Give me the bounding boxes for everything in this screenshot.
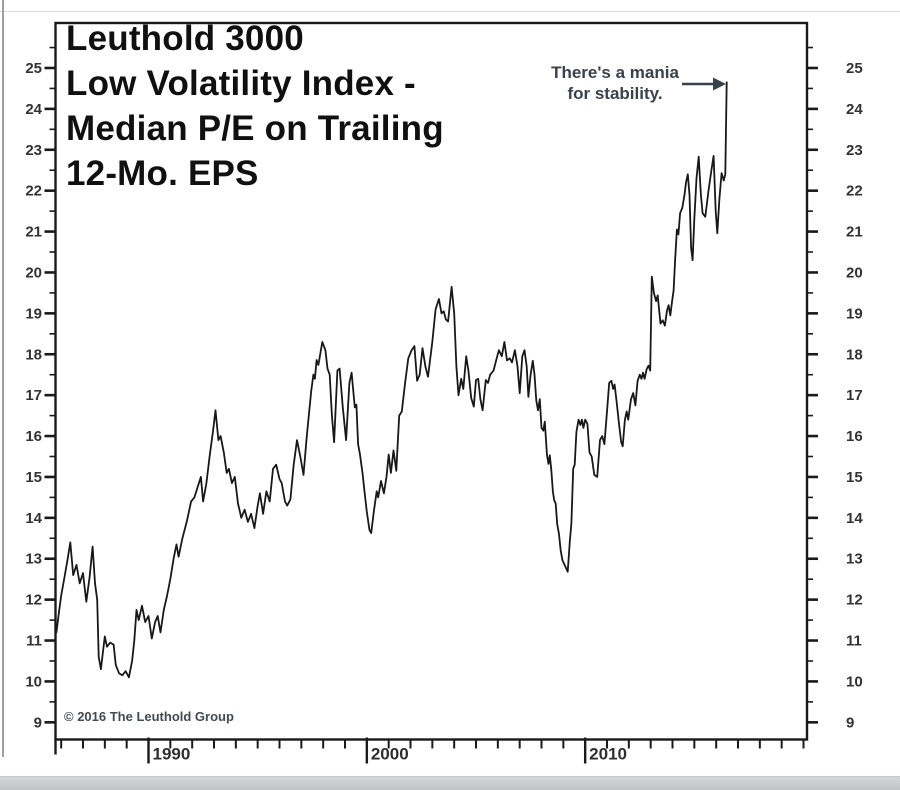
y-axis-label-left: 12 — [25, 592, 42, 609]
chart-title-line-4: 12-Mo. EPS — [66, 154, 259, 193]
bottom-gray-band — [0, 776, 900, 790]
y-axis-label-right: 15 — [846, 469, 863, 486]
y-axis-label-left: 11 — [26, 633, 42, 650]
right-arrow-icon — [713, 77, 726, 91]
chart-title-line-2: Low Volatility Index - — [66, 64, 416, 103]
y-axis-label-right: 23 — [846, 142, 863, 159]
y-axis-label-right: 13 — [846, 551, 863, 568]
x-axis-year-label: 1990 — [153, 745, 191, 764]
y-axis-label-left: 20 — [25, 264, 42, 281]
y-axis-label-left: 23 — [25, 142, 42, 159]
y-axis-label-right: 25 — [846, 60, 863, 77]
pe-line-series — [55, 81, 728, 679]
chart-title-line-1: Leuthold 3000 — [66, 19, 304, 58]
x-axis-year-label: 2010 — [589, 745, 627, 764]
y-axis-label-left: 15 — [25, 469, 42, 486]
y-axis-label-left: 17 — [25, 387, 42, 404]
mania-annotation: There's a mania for stability. — [520, 62, 710, 104]
y-axis-label-left: 25 — [25, 60, 42, 77]
y-axis-label-right: 18 — [846, 346, 863, 363]
y-axis-label-left: 21 — [25, 224, 42, 241]
y-axis-label-left: 24 — [25, 101, 42, 118]
left-border-line — [2, 0, 4, 757]
y-axis-label-left: 9 — [34, 714, 42, 731]
y-axis-label-left: 18 — [25, 346, 42, 363]
y-axis-label-right: 10 — [846, 673, 863, 690]
y-axis-label-left: 22 — [25, 183, 42, 200]
y-axis-label-left: 13 — [25, 551, 42, 568]
top-border-line — [0, 11, 900, 12]
y-axis-label-left: 10 — [25, 673, 42, 690]
chart-title-line-3: Median P/E on Trailing — [66, 109, 444, 148]
plot-box — [54, 21, 809, 741]
copyright-text: © 2016 The Leuthold Group — [64, 709, 234, 724]
y-axis-label-left: 16 — [25, 428, 42, 445]
annotation-line-1: There's a mania — [551, 63, 679, 82]
y-axis-label-right: 20 — [846, 264, 863, 281]
y-axis-label-right: 9 — [846, 714, 854, 731]
y-axis-label-left: 14 — [25, 510, 42, 527]
y-axis-label-right: 19 — [846, 305, 863, 322]
y-axis-label-right: 16 — [846, 428, 863, 445]
chart-title: Leuthold 3000 Low Volatility Index - Med… — [66, 16, 444, 196]
y-axis-label-right: 21 — [846, 224, 863, 241]
x-axis-year-label: 2000 — [371, 745, 409, 764]
y-axis-label-right: 24 — [846, 101, 863, 118]
y-axis-label-right: 11 — [846, 633, 862, 650]
y-axis-label-right: 12 — [846, 592, 863, 609]
y-axis-label-right: 22 — [846, 183, 863, 200]
y-axis-label-left: 19 — [25, 305, 42, 322]
y-axis-label-right: 14 — [846, 510, 863, 527]
y-axis-label-right: 17 — [846, 387, 863, 404]
annotation-line-2: for stability. — [567, 84, 663, 103]
